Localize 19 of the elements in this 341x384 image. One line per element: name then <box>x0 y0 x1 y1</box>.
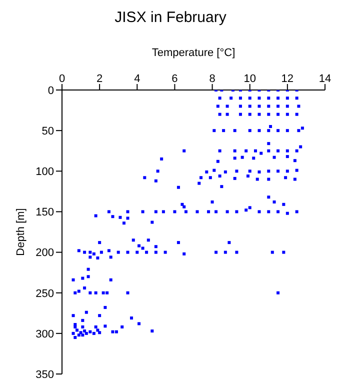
y-tick-label: 250 <box>36 288 54 300</box>
y-tick-label: 150 <box>36 206 54 219</box>
y-axis-title: Depth [m] <box>14 208 27 256</box>
y-tick-label: 100 <box>36 166 54 178</box>
x-axis-title: Temperature [°C] <box>152 46 236 59</box>
x-tick-label: 2 <box>96 73 103 85</box>
y-tick-label: 0 <box>48 84 54 97</box>
x-tick-label: 0 <box>58 73 66 85</box>
chart-title: JISX in February <box>114 8 228 28</box>
y-tick-label: 300 <box>36 328 54 340</box>
x-tick-label: 14 <box>318 73 332 85</box>
x-tick-label: 10 <box>244 73 256 85</box>
y-tick-label: 350 <box>36 368 54 381</box>
x-tick-label: 12 <box>281 73 294 85</box>
y-tick-label: 200 <box>36 247 54 260</box>
x-tick-label: 6 <box>172 73 178 85</box>
y-tick-label: 50 <box>42 125 54 138</box>
x-tick-label: 8 <box>209 73 216 85</box>
x-tick-label: 4 <box>134 73 140 85</box>
